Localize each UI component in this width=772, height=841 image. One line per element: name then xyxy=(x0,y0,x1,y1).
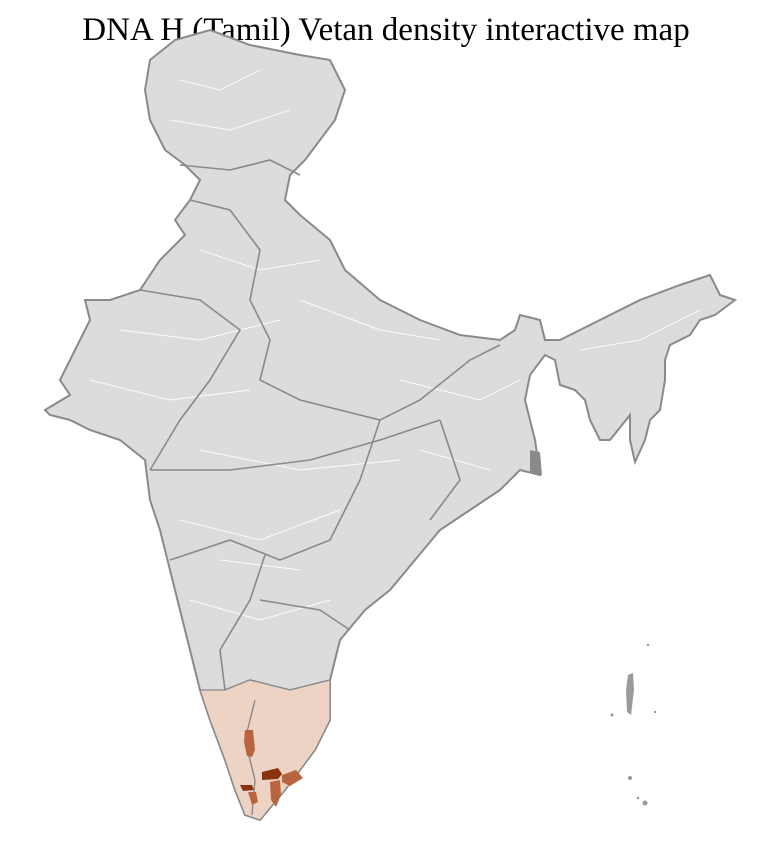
district-mid-density-tip[interactable] xyxy=(248,792,258,805)
india-landmass[interactable] xyxy=(43,28,738,822)
sundarbans-delta xyxy=(530,450,542,475)
region-tamil-nadu-low-density[interactable] xyxy=(199,679,331,821)
district-mid-density-west[interactable] xyxy=(244,730,255,757)
district-borders xyxy=(89,69,701,701)
district-mid-density-east[interactable] xyxy=(282,770,303,786)
district-high-density-south[interactable] xyxy=(240,785,254,791)
district-mid-density-south[interactable] xyxy=(270,780,281,807)
andaman-nicobar-islands[interactable] xyxy=(610,643,657,806)
district-high-density-central[interactable] xyxy=(262,768,282,780)
